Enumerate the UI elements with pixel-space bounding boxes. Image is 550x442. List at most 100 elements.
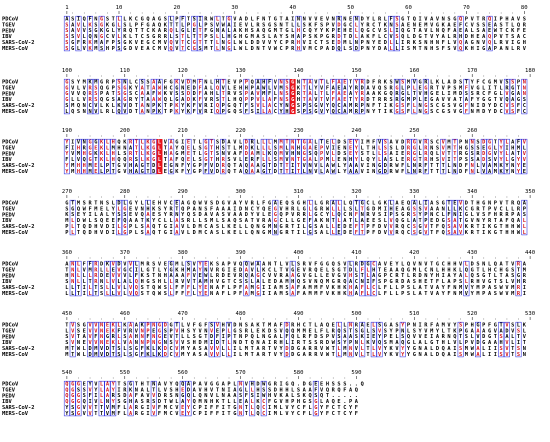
residue: E <box>366 323 369 329</box>
residue: G <box>413 157 416 163</box>
residue: C <box>372 291 375 297</box>
residue: E <box>332 323 335 329</box>
residue: L <box>355 22 358 28</box>
residue: F <box>320 328 323 334</box>
ruler-dot <box>153 12 155 14</box>
residue: M <box>181 151 184 157</box>
residue: L <box>326 80 329 86</box>
ruler-dot <box>147 257 149 259</box>
residue: Y <box>65 411 69 417</box>
ruler-dot <box>489 12 490 14</box>
residue: L <box>366 285 369 291</box>
residue: L <box>170 279 173 285</box>
residue: M <box>83 80 86 86</box>
residue: P <box>494 46 497 52</box>
ruler-dot <box>477 12 479 14</box>
residue: M <box>366 140 369 146</box>
residue: S <box>170 393 173 399</box>
residue: W <box>326 352 330 358</box>
residue: K <box>442 22 446 28</box>
residue: G <box>210 28 213 34</box>
residue: T <box>349 97 352 103</box>
residue: A <box>245 267 249 273</box>
residue: R <box>262 218 266 224</box>
ruler-number: 420 <box>409 250 419 256</box>
residue: R <box>94 262 98 268</box>
ruler-dot <box>431 12 433 14</box>
residue: N <box>349 352 352 358</box>
residue: P <box>245 80 248 86</box>
residue: H <box>129 169 132 175</box>
residue: K <box>262 267 266 273</box>
ruler-dot <box>448 196 450 198</box>
residue: I <box>384 109 387 115</box>
residue: L <box>216 40 219 46</box>
residue: L <box>83 22 86 28</box>
residue: T <box>401 273 404 279</box>
residue: S <box>465 334 468 340</box>
residue: S <box>407 285 410 291</box>
residue: T <box>210 140 213 146</box>
residue: R <box>222 157 226 163</box>
ruler-number: 540 <box>62 370 72 376</box>
residue: T <box>505 262 508 268</box>
residue: V <box>314 97 318 103</box>
residue: S <box>308 109 311 115</box>
residue: G <box>227 17 230 23</box>
residue: W <box>77 352 81 358</box>
residue: H <box>343 28 346 34</box>
similar-column-box <box>376 138 383 175</box>
residue: N <box>71 267 74 273</box>
residue: Y <box>500 140 504 146</box>
residue: S <box>384 328 387 334</box>
residue: V <box>505 323 509 329</box>
residue: P <box>222 328 225 334</box>
ruler-dot <box>199 12 201 14</box>
residue: L <box>372 346 375 352</box>
ruler-dot <box>286 75 288 77</box>
residue: T <box>233 169 236 175</box>
residue: F <box>88 206 91 212</box>
similar-column-box <box>226 15 232 52</box>
residue: N <box>453 169 456 175</box>
residue: V <box>94 340 98 346</box>
residue: C <box>436 109 439 115</box>
residue: W <box>158 91 162 97</box>
residue: N <box>366 40 369 46</box>
residue: R <box>227 91 231 97</box>
residue: R <box>239 273 243 279</box>
residue: A <box>106 387 110 393</box>
similar-column-box <box>341 78 348 115</box>
residue: N <box>216 28 219 34</box>
residue: L <box>123 17 126 23</box>
residue: Y <box>471 80 475 86</box>
residue: G <box>222 279 225 285</box>
residue: H <box>129 399 132 405</box>
residue: R <box>222 163 226 169</box>
residue: G <box>106 97 109 103</box>
residue: Y <box>314 85 318 91</box>
residue: F <box>204 323 207 329</box>
residue: S <box>129 91 132 97</box>
residue: C <box>141 34 144 40</box>
residue: V <box>274 352 278 358</box>
residue: V <box>505 291 509 297</box>
residue: L <box>227 352 230 358</box>
residue: V <box>256 218 260 224</box>
residue: F <box>465 109 468 115</box>
residue: Q <box>361 28 364 34</box>
residue: L <box>100 109 103 115</box>
residue: L <box>158 163 161 169</box>
residue: F <box>372 34 375 40</box>
residue: S <box>193 212 196 218</box>
residue: Y <box>112 206 116 212</box>
residue: S <box>355 273 358 279</box>
residue: L <box>135 224 138 230</box>
residue: V <box>320 109 324 115</box>
residue: S <box>187 328 190 334</box>
residue: A <box>418 285 422 291</box>
residue: F <box>222 291 225 297</box>
residue: A <box>245 399 249 405</box>
residue: K <box>129 40 133 46</box>
residue: L <box>349 40 352 46</box>
